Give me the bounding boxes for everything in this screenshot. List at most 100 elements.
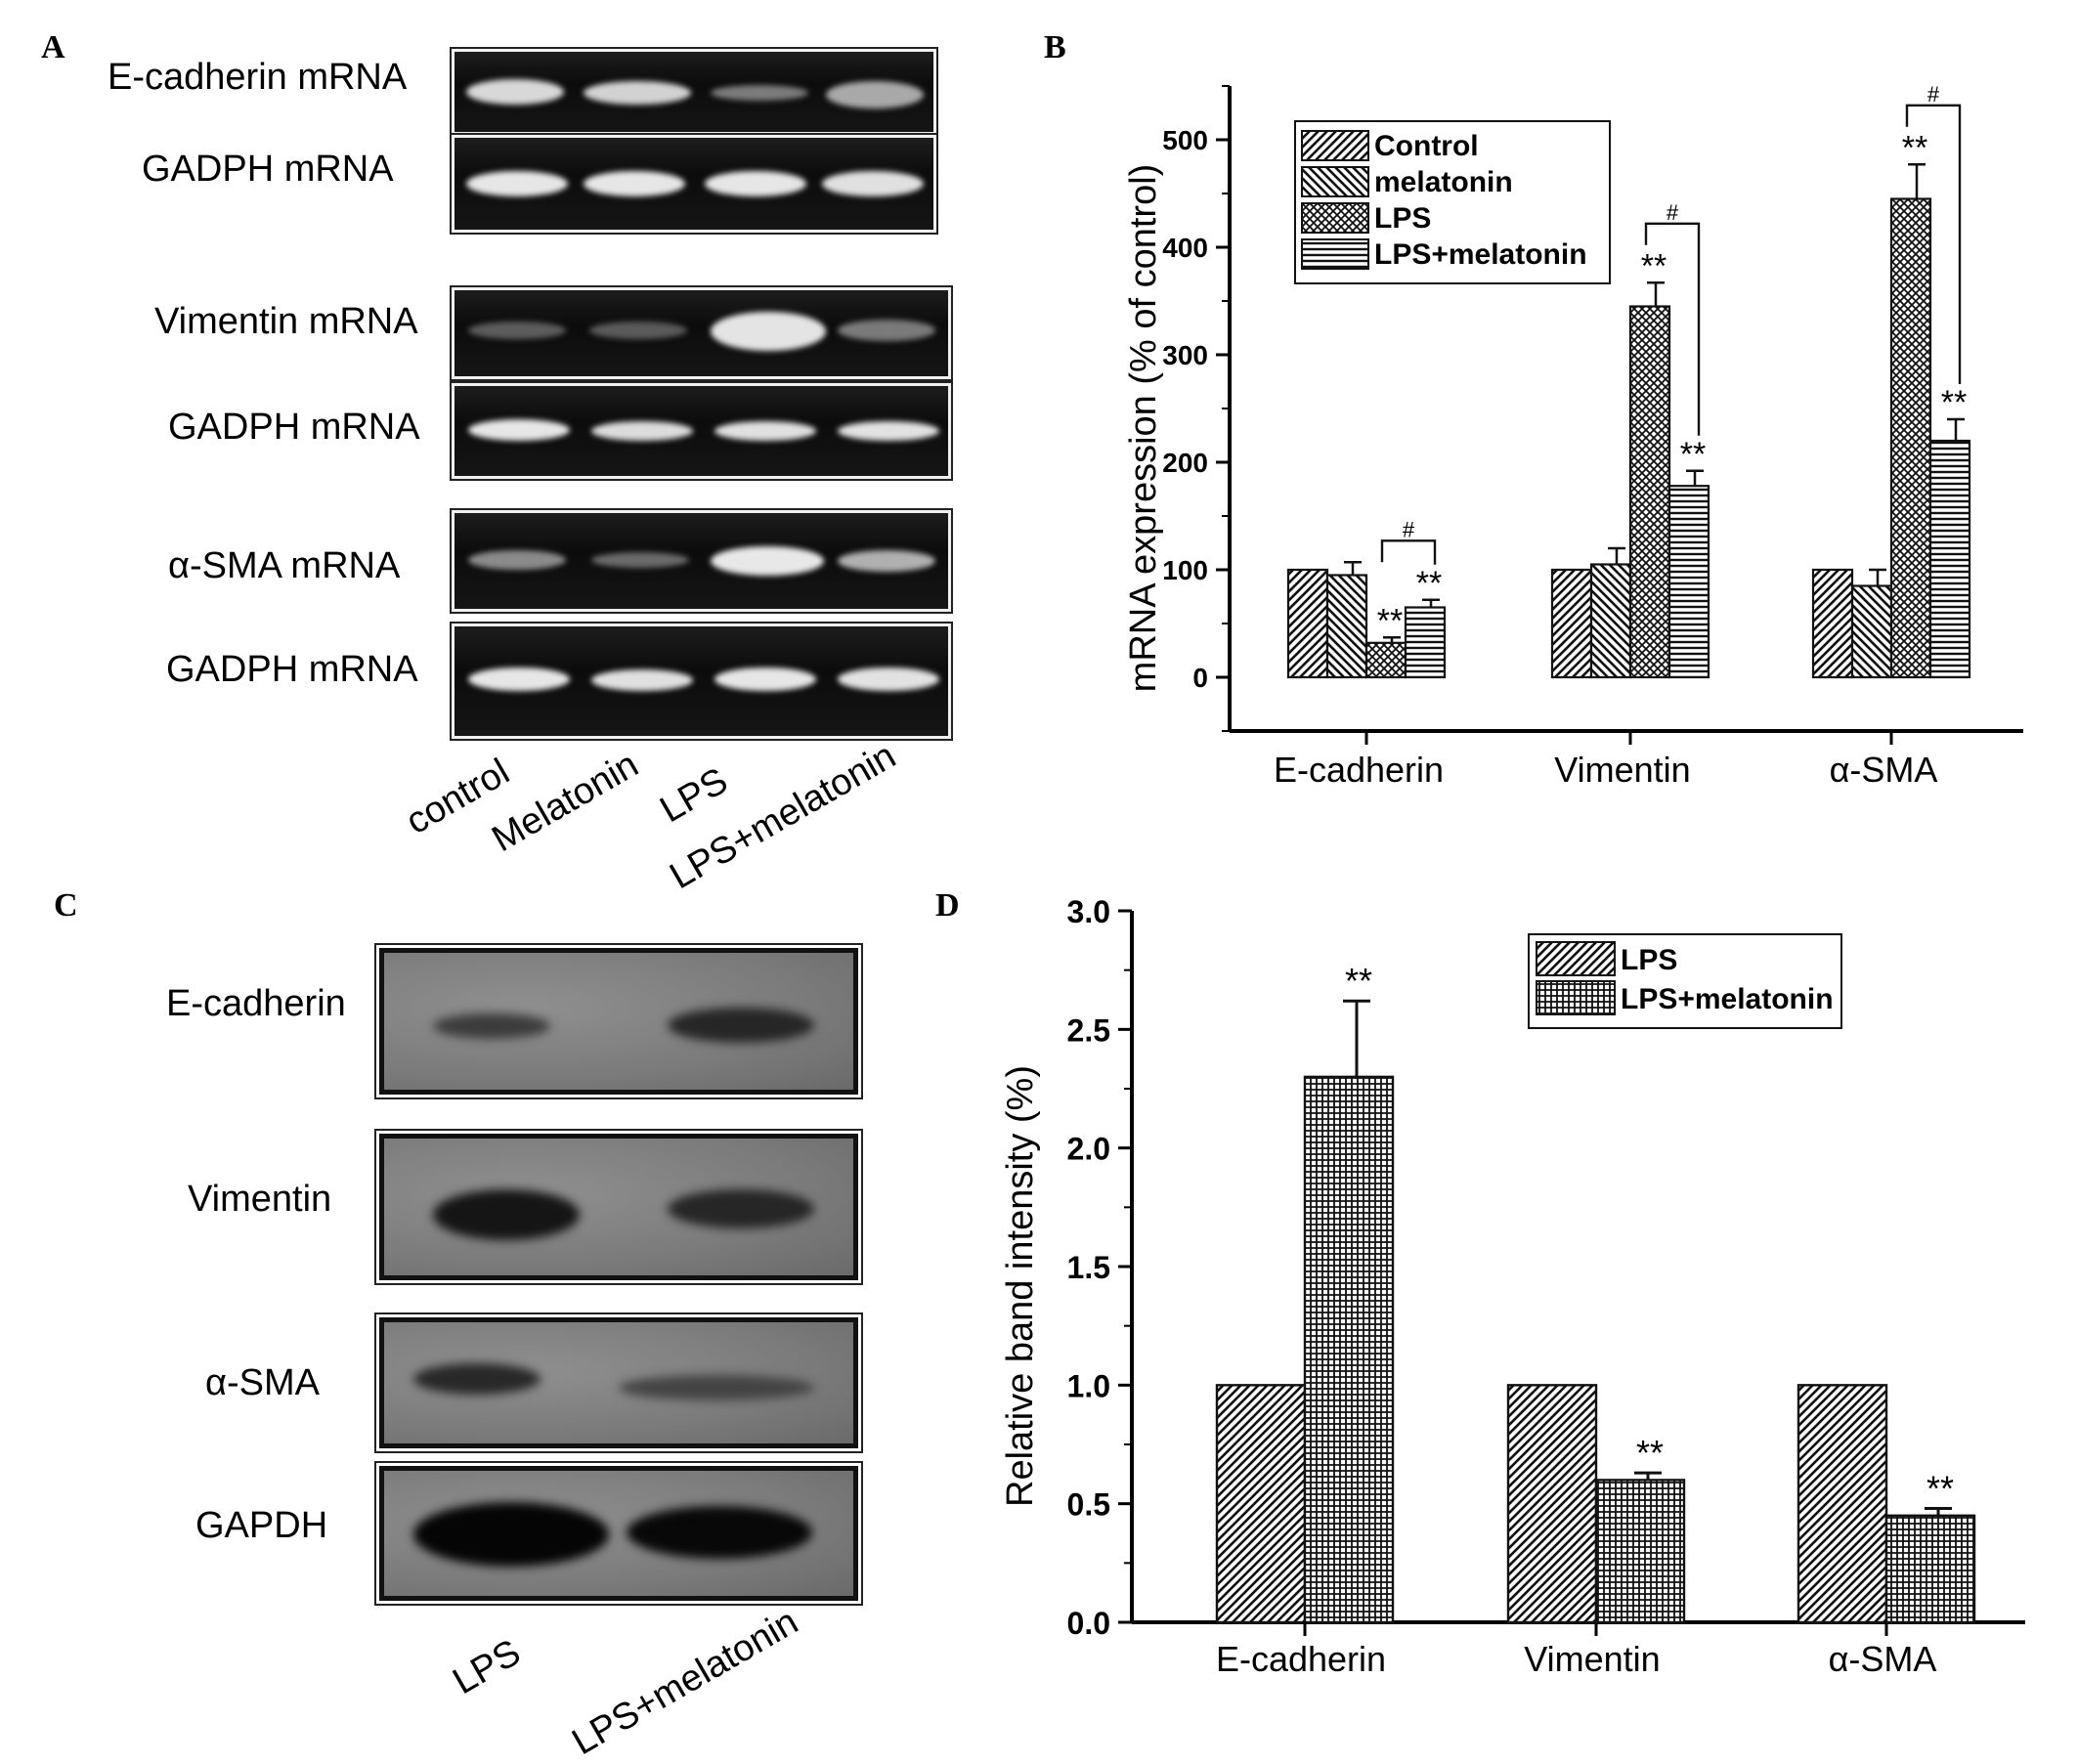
gel-band <box>714 421 816 441</box>
legend-swatch <box>1536 941 1616 976</box>
bar <box>1404 606 1447 679</box>
legend-swatch <box>1536 980 1616 1015</box>
panel-letter-a: A <box>41 29 65 65</box>
y-tick-label: 300 <box>1162 340 1208 370</box>
significance-marker: ** <box>1641 247 1667 284</box>
gel-band <box>584 81 691 105</box>
legend-label: LPS+melatonin <box>1374 238 1587 271</box>
wb-band <box>413 1502 609 1567</box>
gel-vimentin <box>450 285 953 381</box>
comparison-marker: # <box>1403 517 1415 541</box>
bar <box>1594 1479 1686 1624</box>
chart-d: 0.0 0.5 1.0 1.5 2.0 2.5 3.0 Relative band inten… <box>1000 894 2025 1679</box>
legend-label: LPS <box>1374 202 1431 235</box>
significance-marker: ** <box>1680 436 1706 473</box>
y-axis-label: Relative band intensity (%) <box>1000 1065 1041 1507</box>
bar <box>1884 1514 1976 1624</box>
gel-band <box>705 171 806 196</box>
bar <box>1325 574 1368 679</box>
y-tick-label: 400 <box>1162 233 1208 263</box>
gel-band <box>468 550 566 570</box>
y-tick-label: 2.5 <box>1067 1012 1110 1048</box>
gel-band <box>838 421 939 441</box>
gel-band <box>468 419 570 441</box>
lane-label-lps: LPS <box>653 759 735 832</box>
comparison-bracket <box>1380 539 1437 565</box>
wb-label-asma: α-SMA <box>205 1362 320 1403</box>
lane-label-melatonin: Melatonin <box>485 744 646 861</box>
legend-swatch <box>1301 166 1369 197</box>
gel-band <box>589 322 687 339</box>
gel-band <box>591 669 693 691</box>
gel-band <box>826 81 924 108</box>
bar <box>1850 584 1893 679</box>
legend-label: LPS+melatonin <box>1621 983 1834 1015</box>
significance-marker: ** <box>1926 1469 1954 1509</box>
gel-band <box>714 667 816 691</box>
x-tick-label: Vimentin <box>1554 750 1690 790</box>
x-tick-label: E-cadherin <box>1216 1639 1386 1679</box>
gel-band <box>466 171 568 196</box>
gel-label-gadph-3: GADPH mRNA <box>166 649 418 690</box>
bar <box>1667 485 1710 679</box>
gel-band <box>838 550 935 572</box>
legend-swatch <box>1301 202 1369 234</box>
bar <box>1215 1384 1307 1624</box>
wb-label-vimentin: Vimentin <box>188 1179 332 1220</box>
wb-band <box>627 1506 812 1559</box>
legend-label: LPS <box>1621 944 1677 976</box>
y-tick-label: 100 <box>1162 555 1208 585</box>
y-tick-label: 3.0 <box>1067 894 1110 929</box>
comparison-bracket <box>1905 104 1962 384</box>
panel-letter-d: D <box>935 887 960 924</box>
bar <box>1628 305 1671 679</box>
gel-band <box>711 546 824 576</box>
gel-band <box>591 552 689 568</box>
y-tick-label: 0.0 <box>1067 1606 1110 1641</box>
y-tick-label: 0.5 <box>1067 1487 1110 1523</box>
significance-marker: ** <box>1416 565 1442 602</box>
gel-band <box>584 171 685 196</box>
gel-band <box>466 79 564 105</box>
bar <box>1928 439 1971 679</box>
wb-ecadherin <box>374 943 863 1099</box>
y-tick-label: 1.5 <box>1067 1250 1110 1285</box>
gel-label-asma: α-SMA mRNA <box>168 545 401 586</box>
y-tick-label: 0 <box>1192 663 1208 693</box>
bar <box>1550 568 1593 679</box>
bar <box>1286 568 1329 679</box>
significance-marker: ** <box>1636 1433 1664 1473</box>
bar <box>1506 1384 1598 1624</box>
gel-band <box>838 320 935 341</box>
y-tick-label: 2.0 <box>1067 1132 1110 1167</box>
significance-marker: ** <box>1941 384 1967 421</box>
wb-label-ecadherin: E-cadherin <box>166 983 346 1024</box>
bar <box>1303 1075 1395 1624</box>
gel-band <box>591 421 693 441</box>
x-tick-label: Vimentin <box>1524 1639 1660 1679</box>
significance-marker: ** <box>1377 602 1403 639</box>
gel-band <box>711 312 826 351</box>
wb-gapdh <box>374 1461 863 1606</box>
gel-band <box>468 667 570 691</box>
legend-swatch <box>1301 130 1369 161</box>
gel-label-gadph-2: GADPH mRNA <box>168 407 420 448</box>
gel-band <box>711 85 808 101</box>
gel-ecadherin <box>450 47 938 137</box>
significance-marker: ** <box>1345 961 1372 1001</box>
wb-vimentin <box>374 1129 863 1285</box>
comparison-bracket <box>1644 222 1701 436</box>
gel-band <box>838 667 939 691</box>
legend: LPS LPS+melatonin <box>1528 933 1842 1029</box>
wb-band <box>668 1189 814 1228</box>
bar <box>1589 563 1632 679</box>
bar <box>1811 568 1854 679</box>
legend-label: melatonin <box>1374 166 1513 198</box>
bar <box>1364 641 1407 679</box>
y-tick-label: 500 <box>1162 125 1208 155</box>
legend-label: Control <box>1374 130 1479 162</box>
wb-band <box>413 1363 541 1395</box>
y-axis-label: mRNA expression (% of control) <box>1123 164 1164 693</box>
x-tick-label: α-SMA <box>1830 750 1938 790</box>
